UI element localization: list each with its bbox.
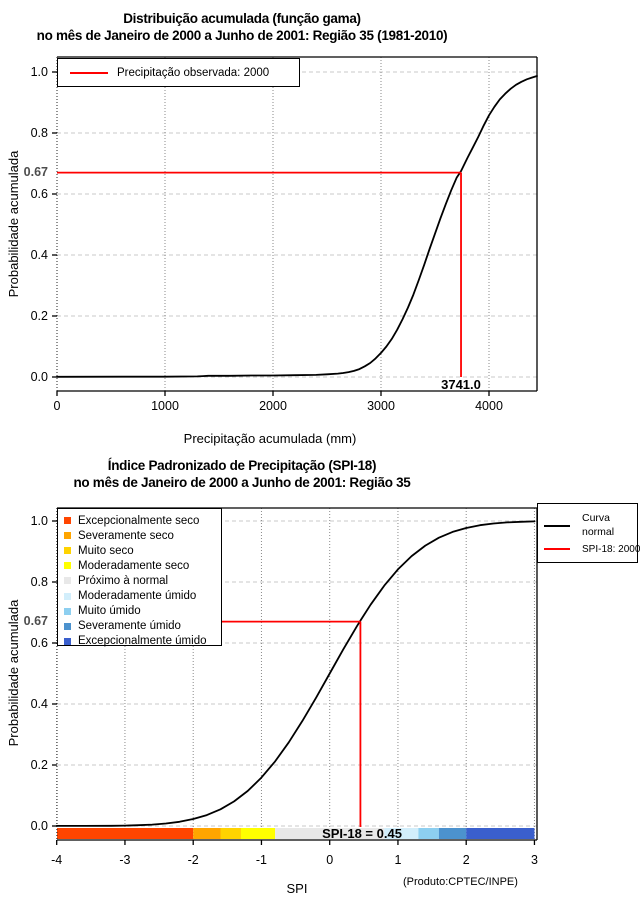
- x-tick-label: 4000: [475, 399, 503, 413]
- x-tick-label: 2000: [259, 399, 287, 413]
- x-tick-label: -2: [187, 853, 199, 867]
- color-swatch: [64, 547, 71, 555]
- spi-legend-item-label: Severamente seco: [78, 529, 174, 542]
- spi-legend-item-label: Muito seco: [78, 544, 134, 557]
- y-tick-label: 0.8: [30, 126, 48, 140]
- y-tick-label: 1.0: [30, 514, 48, 528]
- chart1-y-axis-label: Probabilidade acumulada: [6, 150, 21, 298]
- x-tick-label: -4: [51, 853, 63, 867]
- x-tick-label: 2: [462, 853, 470, 867]
- y-tick-label: 0.8: [30, 575, 48, 589]
- y-tick-label: 0.2: [30, 309, 48, 323]
- spi-legend-item: Próximo à normal: [58, 573, 221, 588]
- color-swatch: [64, 577, 71, 585]
- color-swatch: [64, 607, 71, 615]
- x-tick-label: 1: [394, 853, 402, 867]
- y-tick-label: 0.6: [30, 187, 48, 201]
- y-tick-label: 0.4: [30, 248, 48, 262]
- y-tick-label: 0.4: [30, 697, 48, 711]
- spi-legend-item-label: Próximo à normal: [78, 574, 169, 587]
- red-line-sample: [70, 71, 108, 74]
- legend-label-spi18: SPI-18: 2000: [582, 544, 640, 555]
- chart1-precip-value-label: 3741.0: [441, 377, 481, 392]
- chart1-x-axis-label: Precipitação acumulada (mm): [183, 431, 357, 446]
- product-credit: (Produto:CPTEC/INPE): [403, 876, 518, 888]
- chart2-subtitle: no mês de Janeiro de 2000 a Junho de 200…: [73, 475, 411, 490]
- x-tick-label: 0: [326, 853, 334, 867]
- y-tick-label: 1.0: [30, 65, 48, 79]
- spi-legend-item-label: Excepcionalmente seco: [78, 514, 200, 527]
- spi-legend-item-label: Muito úmido: [78, 605, 141, 618]
- color-swatch: [64, 562, 71, 570]
- y-tick-label: 0.2: [30, 758, 48, 772]
- color-swatch: [64, 637, 71, 645]
- spi-legend-item: Severamente seco: [58, 528, 221, 543]
- x-tick-label: 3: [530, 853, 538, 867]
- spi-legend-item: Muito seco: [58, 543, 221, 558]
- spi-legend-item: Muito úmido: [58, 604, 221, 619]
- legend-label-curva-normal: Curva normal: [582, 512, 615, 538]
- spi-categories-legend: Excepcionalmente seco Severamente seco Mui…: [57, 508, 222, 649]
- spi-legend-item: Excepcionalmente úmido: [58, 634, 221, 649]
- chart2-spi-value-label: SPI-18 = 0.45: [322, 826, 402, 841]
- color-swatch: [64, 532, 71, 540]
- spi-legend-item: Excepcionalmente seco: [58, 513, 221, 528]
- chart1-highlight-prob-label: 0.67: [23, 165, 48, 179]
- x-tick-label: -1: [255, 853, 267, 867]
- spi-legend-item-label: Moderadamente úmido: [78, 590, 197, 603]
- spi-legend-item-label: Severamente úmido: [78, 620, 181, 633]
- color-swatch: [64, 517, 71, 525]
- chart2-title: Índice Padronizado de Precipitação (SPI-…: [107, 458, 377, 473]
- y-tick-label: 0.6: [30, 636, 48, 650]
- y-tick-label: 0.0: [30, 370, 48, 384]
- normal-curve-sample-row: [544, 525, 570, 527]
- spi-legend-item-label: Moderadamente seco: [78, 559, 190, 572]
- chart2-highlight-prob-label: 0.67: [23, 614, 48, 628]
- chart1-subtitle: no mês de Janeiro de 2000 a Junho de 200…: [36, 28, 448, 43]
- x-tick-label: 1000: [151, 399, 179, 413]
- chart2-y-axis-label: Probabilidade acumulada: [6, 599, 21, 747]
- chart2-x-axis-label: SPI: [286, 881, 308, 896]
- chart1-title: Distribuição acumulada (função gama): [123, 11, 361, 26]
- chart1-legend: Precipitação observada: 2000: [57, 58, 300, 87]
- x-tick-label: 0: [53, 399, 61, 413]
- spi-legend-item: Severamente úmido: [58, 619, 221, 634]
- spi-legend-item-label: Excepcionalmente úmido: [78, 635, 207, 648]
- chart1-legend-label: Precipitação observada: 2000: [117, 66, 270, 79]
- spi-line-sample-row: [544, 548, 570, 550]
- spi-legend-item: Moderadamente seco: [58, 558, 221, 573]
- x-tick-label: -3: [119, 853, 131, 867]
- red-line-sample-2: [544, 548, 570, 550]
- color-swatch: [64, 622, 71, 630]
- x-tick-label: 3000: [367, 399, 395, 413]
- chart2-curve-legend: Curva normal SPI-18: 2000: [537, 503, 640, 563]
- color-swatch: [64, 592, 71, 600]
- spi-legend-item: Moderadamente úmido: [58, 588, 221, 603]
- y-tick-label: 0.0: [30, 819, 48, 833]
- black-line-sample: [544, 525, 570, 527]
